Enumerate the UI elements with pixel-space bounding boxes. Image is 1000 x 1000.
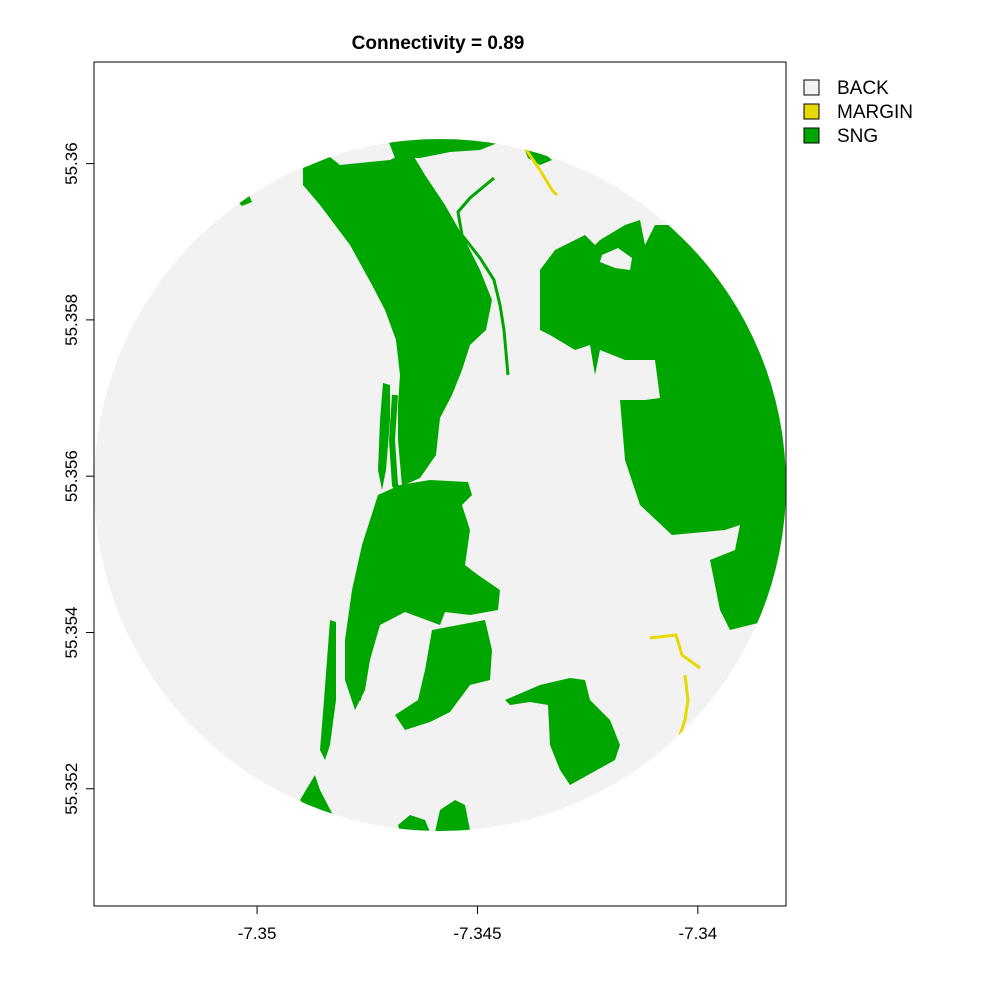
sng-patch-bottom-center-2 [435,800,470,831]
plot-frame [93,61,787,907]
map-title: Connectivity = 0.89 [352,33,525,54]
legend-swatch-back [803,79,820,96]
y-tick-label: 55.36 [62,142,81,185]
sng-patch-central-band [303,150,492,486]
legend-swatch-margin [803,103,820,120]
y-tick-label: 55.356 [62,450,81,502]
land-cover-layer [236,139,786,831]
legend-label-back: BACK [837,78,889,99]
sng-strip-left-a [320,620,336,760]
legend-label-sng: SNG [837,126,878,147]
sng-patch-right-upper [540,220,786,630]
sng-patch-right-mid-inset [600,248,632,270]
sng-strip-left-b [378,383,390,490]
sng-patch-bottom-middle [395,620,492,730]
y-axis: 55.36 55.358 55.356 55.354 55.352 [62,142,94,815]
sng-patch-bottom-center [398,815,430,831]
y-tick-label: 55.354 [62,606,81,658]
x-tick-label: -7.34 [678,924,717,943]
x-tick-label: -7.35 [238,924,277,943]
y-tick-label: 55.352 [62,763,81,815]
margin-line-right [649,633,701,670]
margin-line-top [523,147,559,197]
sng-patch-top [388,139,500,158]
legend-swatch-sng [803,127,820,144]
sng-stream-upper [456,176,510,376]
margin-line-right-lower [678,674,690,736]
legend-label-margin: MARGIN [837,102,913,123]
sng-patch-top-right-tiny [524,148,552,165]
legend: BACK MARGIN SNG [803,78,913,147]
sng-patch-lower-left [345,480,500,710]
x-tick-label: -7.345 [453,924,501,943]
y-tick-label: 55.358 [62,294,81,346]
x-axis: -7.35 -7.345 -7.34 [238,906,717,943]
sng-patch-lower-right [505,678,620,785]
